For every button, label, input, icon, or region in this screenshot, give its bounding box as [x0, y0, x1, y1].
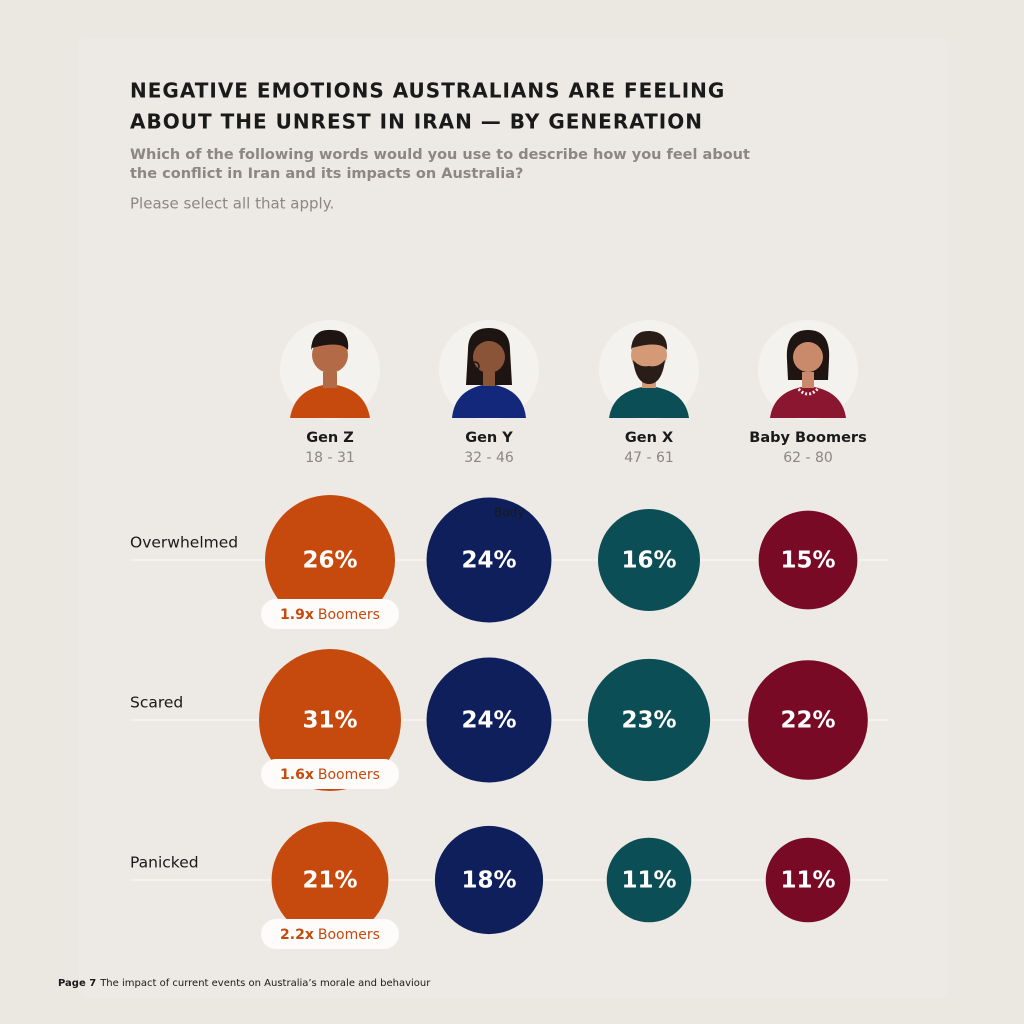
avatar-gen-y: [439, 320, 539, 420]
comparison-pill: [261, 759, 399, 789]
bubble: [606, 837, 692, 923]
generation-age: 62 - 80: [783, 450, 833, 466]
comparison-multiplier: 1.6x: [280, 767, 314, 783]
avatar-baby-boomers: [758, 320, 858, 420]
bubble: [259, 649, 401, 791]
overlay-text: Body: [494, 506, 524, 520]
value-label: 16%: [621, 548, 676, 574]
row-label: Panicked: [130, 854, 199, 872]
avatar-gen-z: [280, 320, 380, 420]
value-label: 23%: [621, 708, 676, 734]
value-label: 21%: [302, 868, 357, 894]
bubble: [765, 837, 851, 923]
generation-age: 18 - 31: [305, 450, 355, 466]
comparison-target: Boomers: [318, 607, 380, 623]
row-label: Scared: [130, 694, 183, 712]
note: Please select all that apply.: [130, 195, 334, 213]
comparison-target: Boomers: [318, 927, 380, 943]
value-label: 24%: [461, 548, 516, 574]
avatar-gen-x: [599, 320, 699, 420]
comparison-label: 1.9x Boomers: [280, 607, 380, 623]
value-label: 31%: [302, 708, 357, 734]
value-label: 24%: [461, 708, 516, 734]
title-line: ABOUT THE UNREST IN IRAN — BY GENERATION: [130, 110, 703, 134]
bubble: [426, 657, 552, 783]
bubble: [758, 510, 858, 610]
generation-name: Gen X: [625, 430, 673, 446]
bubble: [271, 821, 389, 939]
generation-age: 32 - 46: [464, 450, 514, 466]
generation-age: 47 - 61: [624, 450, 674, 466]
comparison-pill: [261, 919, 399, 949]
subtitle-line: Which of the following words would you u…: [130, 147, 750, 163]
generation-name: Gen Z: [306, 430, 354, 446]
value-label: 11%: [780, 868, 835, 894]
footer: Page 7 The impact of current events on Au…: [58, 978, 431, 989]
comparison-multiplier: 2.2x: [280, 927, 314, 943]
avatars: [280, 320, 858, 420]
value-label: 11%: [621, 868, 676, 894]
generation-name: Baby Boomers: [749, 430, 866, 446]
generation-name: Gen Y: [465, 430, 513, 446]
value-label: 15%: [780, 548, 835, 574]
value-label: 26%: [302, 548, 357, 574]
footer-text: The impact of current events on Australi…: [99, 978, 431, 989]
value-label: 18%: [461, 868, 516, 894]
comparison-label: 1.6x Boomers: [280, 767, 380, 783]
value-label: 22%: [780, 708, 835, 734]
bubble: [434, 825, 544, 935]
bubble: [264, 494, 396, 626]
bubble: [587, 658, 711, 782]
comparison-label: 2.2x Boomers: [280, 927, 380, 943]
title-line: NEGATIVE EMOTIONS AUSTRALIANS ARE FEELIN…: [130, 79, 725, 103]
subtitle-line: the conflict in Iran and its impacts on …: [130, 166, 523, 182]
comparison-multiplier: 1.9x: [280, 607, 314, 623]
bubble: [426, 497, 552, 623]
footer-page: Page 7: [58, 978, 96, 989]
row-label: Overwhelmed: [130, 534, 238, 552]
bubble: [598, 509, 700, 611]
bubble: [748, 660, 868, 780]
comparison-pill: [261, 599, 399, 629]
comparison-target: Boomers: [318, 767, 380, 783]
